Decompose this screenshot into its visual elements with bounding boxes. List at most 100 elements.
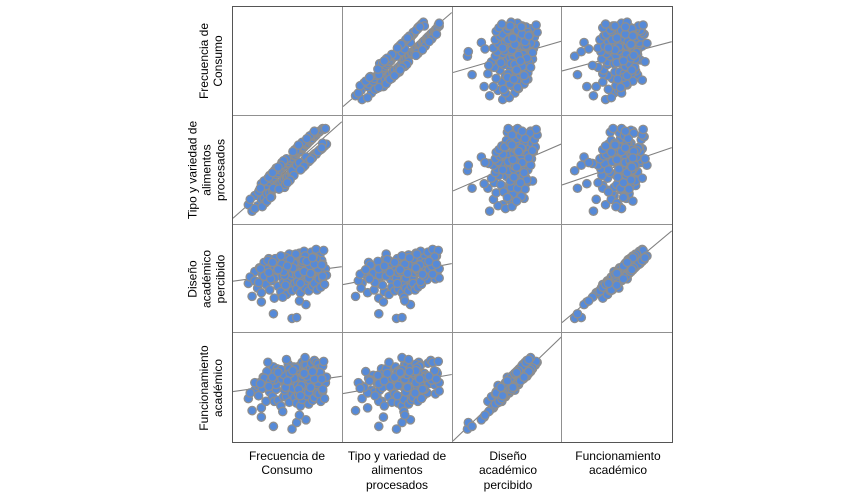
data-point xyxy=(293,140,304,150)
data-point xyxy=(620,22,631,32)
data-point xyxy=(506,129,517,140)
data-point xyxy=(584,157,594,168)
data-point xyxy=(392,278,402,288)
data-point xyxy=(518,70,529,81)
data-point xyxy=(355,383,365,394)
data-point xyxy=(417,268,428,279)
data-point xyxy=(620,142,631,153)
data-point xyxy=(431,29,441,39)
data-point xyxy=(482,68,493,79)
scatter-panel xyxy=(233,353,342,435)
scatter-panel xyxy=(342,353,452,435)
data-point xyxy=(584,295,594,306)
data-point xyxy=(466,421,477,432)
data-point xyxy=(395,264,405,274)
data-point xyxy=(497,43,508,53)
data-point xyxy=(416,393,427,404)
data-point xyxy=(434,386,444,397)
data-point xyxy=(466,183,477,193)
data-point xyxy=(515,177,525,188)
data-point xyxy=(495,57,506,68)
data-point xyxy=(613,172,623,182)
data-point xyxy=(611,201,622,212)
data-point xyxy=(613,74,623,85)
data-point xyxy=(245,194,255,204)
data-point xyxy=(369,391,380,401)
data-point xyxy=(282,177,293,188)
data-point xyxy=(606,92,617,103)
data-point xyxy=(479,44,490,54)
data-point xyxy=(318,356,329,367)
data-point xyxy=(523,152,534,163)
data-point xyxy=(295,278,306,288)
panel-r4-c1 xyxy=(233,333,343,442)
data-point xyxy=(307,252,318,263)
panel-r2-c2-empty-diagonal xyxy=(342,115,453,225)
data-point xyxy=(570,51,580,62)
data-point xyxy=(614,163,624,174)
data-point xyxy=(498,84,508,95)
data-point xyxy=(612,33,622,43)
panel-r3-c1 xyxy=(233,224,343,334)
data-point xyxy=(626,39,637,50)
data-point xyxy=(362,92,373,103)
data-point xyxy=(267,167,278,178)
data-point xyxy=(410,388,420,399)
data-point xyxy=(288,146,298,157)
data-point xyxy=(319,279,330,289)
data-point xyxy=(511,196,521,206)
data-point xyxy=(290,248,301,259)
data-point xyxy=(410,50,421,61)
data-point xyxy=(245,388,255,399)
data-point xyxy=(579,37,590,48)
data-point xyxy=(610,21,621,31)
data-point xyxy=(411,248,422,259)
data-point xyxy=(640,56,651,67)
data-point xyxy=(628,196,638,206)
data-point xyxy=(525,62,535,73)
data-point xyxy=(305,154,316,165)
panel-r4-c4-empty-diagonal xyxy=(562,333,672,442)
data-point xyxy=(603,164,614,175)
data-point xyxy=(527,145,537,156)
row-label-frecuencia-de-consumo: Frecuencia de Consumo xyxy=(197,22,225,100)
data-point xyxy=(601,19,611,29)
data-point xyxy=(627,162,637,172)
data-point xyxy=(516,126,527,136)
data-point xyxy=(350,291,361,301)
data-point xyxy=(269,292,280,303)
data-point xyxy=(255,263,266,274)
data-point xyxy=(263,357,273,368)
data-point xyxy=(395,65,405,75)
data-point xyxy=(488,81,498,92)
scatter-panel xyxy=(452,123,562,216)
data-point xyxy=(295,391,306,401)
row-label-diseno-academico: Diseño académico percibido xyxy=(185,249,227,309)
data-point xyxy=(404,252,414,263)
data-point xyxy=(357,393,367,404)
data-point xyxy=(433,356,443,367)
data-point xyxy=(389,257,400,267)
data-point xyxy=(618,56,629,66)
data-point xyxy=(627,65,637,75)
data-point xyxy=(317,384,328,395)
data-point xyxy=(612,154,622,165)
data-point xyxy=(515,56,525,66)
data-point xyxy=(601,199,611,210)
data-point xyxy=(403,354,414,365)
data-point xyxy=(392,43,402,53)
data-point xyxy=(622,257,633,267)
data-point xyxy=(404,367,414,377)
panel-r4-c3 xyxy=(452,333,563,442)
data-point xyxy=(302,133,312,144)
data-point xyxy=(247,406,257,416)
data-point xyxy=(508,172,519,182)
panel-r1-c3 xyxy=(452,7,563,116)
col-label-tipo-y-variedad: Tipo y variedad de alimentos procesados xyxy=(347,449,447,492)
data-point xyxy=(530,20,541,30)
data-point xyxy=(360,367,371,377)
data-point xyxy=(399,295,410,306)
data-point xyxy=(506,140,517,150)
data-point xyxy=(601,140,611,151)
